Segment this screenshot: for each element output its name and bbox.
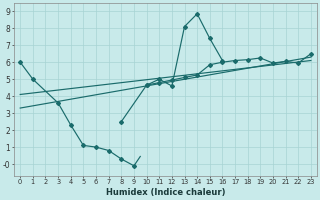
X-axis label: Humidex (Indice chaleur): Humidex (Indice chaleur) xyxy=(106,188,225,197)
